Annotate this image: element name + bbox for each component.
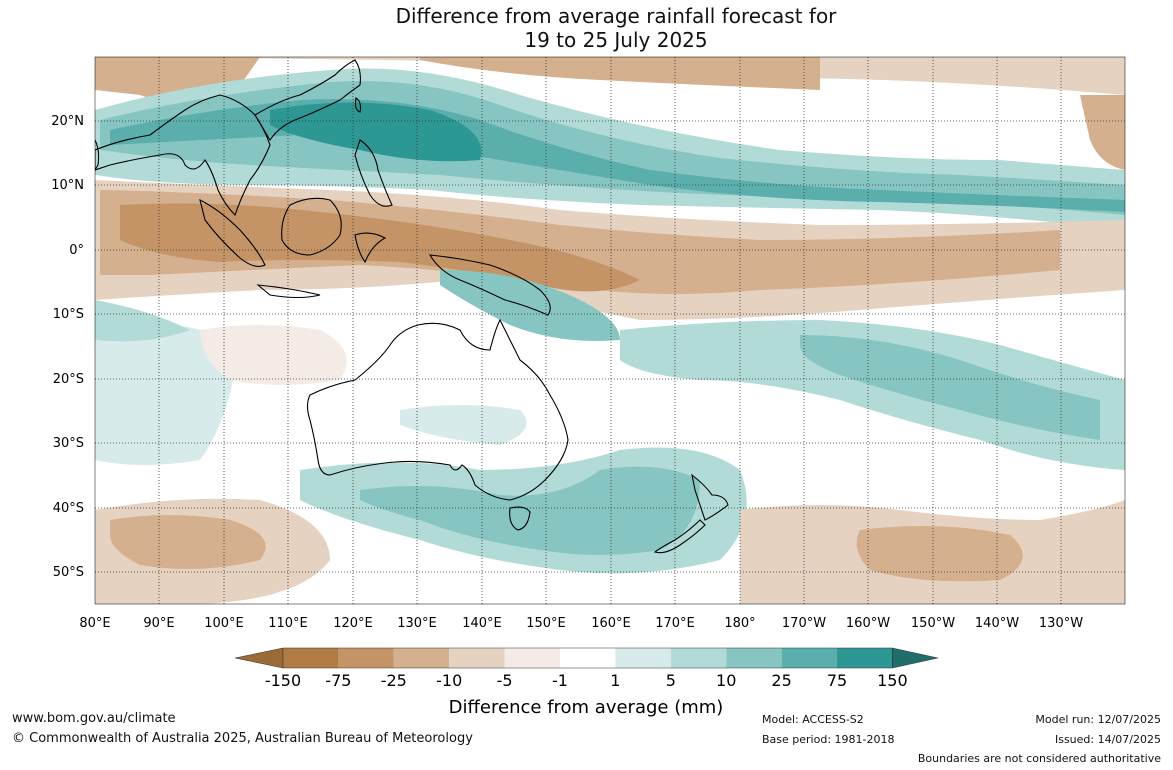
sumatra-coast: [199, 198, 266, 267]
new-guinea-coast: [428, 254, 551, 316]
colorbar-segment: [781, 648, 837, 668]
colorbar-tick-label: -75: [325, 671, 351, 690]
lon-label: 160°W: [846, 616, 890, 631]
issued-text: Issued: 14/07/2025: [1054, 733, 1161, 746]
lon-label: 140°W: [975, 616, 1019, 631]
disclaimer-text: Boundaries are not considered authoritat…: [917, 752, 1161, 765]
sulawesi-coast: [354, 232, 387, 264]
lat-label: 10°N: [51, 178, 84, 193]
lat-label: 0°: [69, 243, 84, 258]
tasmania-coast: [509, 506, 531, 531]
colorbar-segment: [726, 648, 782, 668]
lat-label: 40°S: [53, 501, 84, 516]
colorbar-tick-label: 25: [771, 671, 791, 690]
colorbar-tick-label: -25: [381, 671, 407, 690]
java-coast: [256, 284, 321, 299]
lon-label: 150°E: [526, 616, 566, 631]
lon-label: 130°W: [1039, 616, 1083, 631]
borneo-coast: [281, 197, 342, 256]
website-link[interactable]: www.bom.gov.au/climate: [12, 711, 176, 726]
colorbar-left-arrow: [234, 647, 284, 669]
map-title: Difference from average rainfall forecas…: [0, 4, 1173, 52]
lon-label: 80°E: [79, 616, 110, 631]
colorbar-segment: [670, 648, 727, 668]
colorbar-labels: -150 -75 -25 -10 -5 -1 1 5 10 25 75 150: [265, 671, 908, 690]
colorbar-tick-label: 5: [666, 671, 676, 690]
nz-south-coast: [653, 519, 706, 554]
lat-label: 50°S: [53, 565, 84, 580]
nz-north-coast: [691, 473, 729, 521]
coastlines: [95, 59, 729, 554]
title-line-1: Difference from average rainfall forecas…: [395, 4, 837, 28]
base-period-text: Base period: 1981-2018: [762, 733, 895, 746]
lat-label: 20°N: [51, 114, 84, 129]
map-area: [95, 57, 1125, 604]
lon-label: 110°E: [268, 616, 308, 631]
map-frame: [94, 56, 1126, 605]
lat-label: 20°S: [53, 372, 84, 387]
lon-label: 120°E: [333, 616, 373, 631]
colorbar-tick-label: -1: [552, 671, 568, 690]
model-text: Model: ACCESS-S2: [762, 713, 864, 726]
longitude-labels: 80°E 90°E 100°E 110°E 120°E 130°E 140°E …: [79, 616, 1083, 631]
australia-coast: [306, 318, 569, 501]
lon-label: 170°W: [782, 616, 826, 631]
colorbar-segment: [449, 648, 505, 668]
colorbar-tick-label: 75: [827, 671, 847, 690]
colorbar-tick-label: -150: [265, 671, 301, 690]
copyright-text: © Commonwealth of Australia 2025, Austra…: [12, 731, 473, 746]
philippines-coast: [354, 139, 393, 207]
lon-label: 100°E: [204, 616, 244, 631]
lat-label: 10°S: [53, 307, 84, 322]
colorbar-tick-label: 1: [610, 671, 620, 690]
lon-label: 180°: [724, 616, 755, 631]
colorbar: [234, 647, 939, 669]
lon-label: 130°E: [397, 616, 437, 631]
taiwan-coast: [354, 97, 362, 113]
colorbar-segment: [837, 648, 893, 668]
se-asia-coast: [95, 94, 271, 217]
lon-label: 140°E: [462, 616, 502, 631]
colorbar-segment: [560, 648, 616, 668]
colorbar-tick-label: -5: [497, 671, 513, 690]
lon-label: 160°E: [591, 616, 631, 631]
colorbar-right-arrow: [892, 647, 939, 669]
colorbar-segment: [615, 648, 671, 668]
latitude-labels: 20°N 10°N 0° 10°S 20°S 30°S 40°S 50°S: [51, 114, 84, 580]
china-coast: [254, 59, 361, 142]
colorbar-tick-label: 150: [877, 671, 908, 690]
colorbar-segment: [504, 648, 560, 668]
model-run-text: Model run: 12/07/2025: [1035, 713, 1161, 726]
colorbar-segment: [283, 648, 339, 668]
lat-label: 30°S: [53, 436, 84, 451]
colorbar-tick-label: 10: [716, 671, 736, 690]
colorbar-segment: [393, 648, 450, 668]
colorbar-tick-label: -10: [436, 671, 462, 690]
india-coast: [95, 139, 100, 171]
graticule: [95, 57, 1125, 604]
lon-label: 150°W: [911, 616, 955, 631]
title-line-2: 19 to 25 July 2025: [524, 28, 708, 52]
lon-label: 170°E: [655, 616, 695, 631]
colorbar-segment: [338, 648, 394, 668]
colorbar-title: Difference from average (mm): [449, 697, 724, 718]
lon-label: 90°E: [143, 616, 174, 631]
